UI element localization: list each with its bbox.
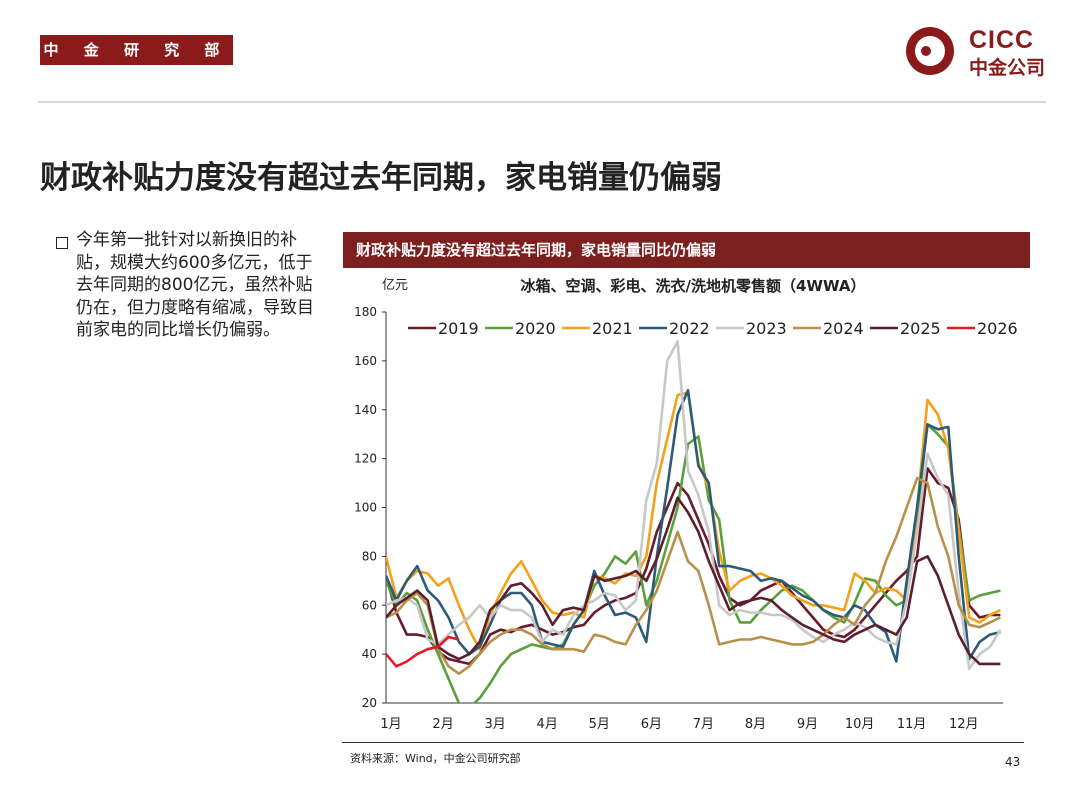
bullet-square-icon bbox=[56, 237, 68, 249]
series-line-2020 bbox=[386, 423, 1001, 703]
chart-title: 冰箱、空调、彩电、洗衣/洗地机零售额（4WWA） bbox=[521, 277, 866, 295]
x-tick-label: 12月 bbox=[949, 717, 979, 732]
y-tick-label: 80 bbox=[362, 549, 377, 563]
y-tick-label: 180 bbox=[354, 305, 377, 319]
legend-label: 2023 bbox=[746, 319, 787, 338]
series-line-2019 bbox=[386, 467, 1001, 666]
x-tick-label: 7月 bbox=[693, 717, 714, 732]
series-line-2026 bbox=[386, 635, 460, 668]
y-tick-label: 20 bbox=[362, 696, 377, 710]
series-line-2024 bbox=[386, 476, 1001, 676]
y-tick-label: 140 bbox=[354, 403, 377, 417]
department-tag: 中 金 研 究 部 bbox=[40, 35, 233, 65]
source-divider bbox=[342, 742, 1024, 743]
legend-label: 2022 bbox=[669, 319, 710, 338]
x-tick-label: 11月 bbox=[897, 717, 927, 732]
x-tick-label: 2月 bbox=[432, 717, 453, 732]
chart-banner: 财政补贴力度没有超过去年同期，家电销量同比仍偏弱 bbox=[343, 232, 1030, 268]
series-line-2022 bbox=[386, 388, 1001, 663]
cicc-logo-icon bbox=[906, 27, 954, 75]
y-tick-label: 100 bbox=[354, 501, 377, 515]
x-tick-label: 1月 bbox=[380, 717, 401, 732]
x-tick-label: 3月 bbox=[484, 717, 505, 732]
y-tick-label: 120 bbox=[354, 452, 377, 466]
legend-label: 2024 bbox=[823, 319, 864, 338]
x-tick-label: 5月 bbox=[589, 717, 610, 732]
page-number: 43 bbox=[1005, 755, 1021, 769]
source-note: 资料来源：Wind，中金公司研究部 bbox=[350, 752, 521, 765]
bullet-text: 今年第一批针对以新换旧的补贴，规模大约600多亿元，低于去年同期的800亿元，虽… bbox=[76, 230, 314, 340]
x-tick-label: 8月 bbox=[745, 717, 766, 732]
header-divider bbox=[38, 101, 1046, 103]
legend-label: 2026 bbox=[977, 319, 1018, 338]
x-tick-label: 4月 bbox=[537, 717, 558, 732]
x-tick-label: 6月 bbox=[641, 717, 662, 732]
y-tick-label: 60 bbox=[362, 598, 377, 612]
y-tick-label: 160 bbox=[354, 354, 377, 368]
logo-text-en: CICC bbox=[969, 26, 1035, 54]
line-chart: 亿元 冰箱、空调、彩电、洗衣/洗地机零售额（4WWA） 20 40 60 80 100 120… bbox=[354, 277, 1018, 732]
legend-label: 2019 bbox=[438, 319, 479, 338]
y-axis-unit: 亿元 bbox=[382, 278, 408, 293]
legend-label: 2020 bbox=[515, 319, 556, 338]
legend-label: 2021 bbox=[592, 319, 633, 338]
y-tick-label: 40 bbox=[362, 647, 377, 661]
page-title: 财政补贴力度没有超过去年同期，家电销量仍偏弱 bbox=[40, 160, 722, 196]
x-tick-label: 9月 bbox=[797, 717, 818, 732]
cicc-logo: CICC 中金公司 bbox=[905, 26, 1050, 79]
series-line-2025 bbox=[386, 496, 1001, 666]
logo-text-cn: 中金公司 bbox=[969, 57, 1046, 79]
legend-label: 2025 bbox=[900, 319, 941, 338]
x-tick-label: 10月 bbox=[845, 717, 875, 732]
